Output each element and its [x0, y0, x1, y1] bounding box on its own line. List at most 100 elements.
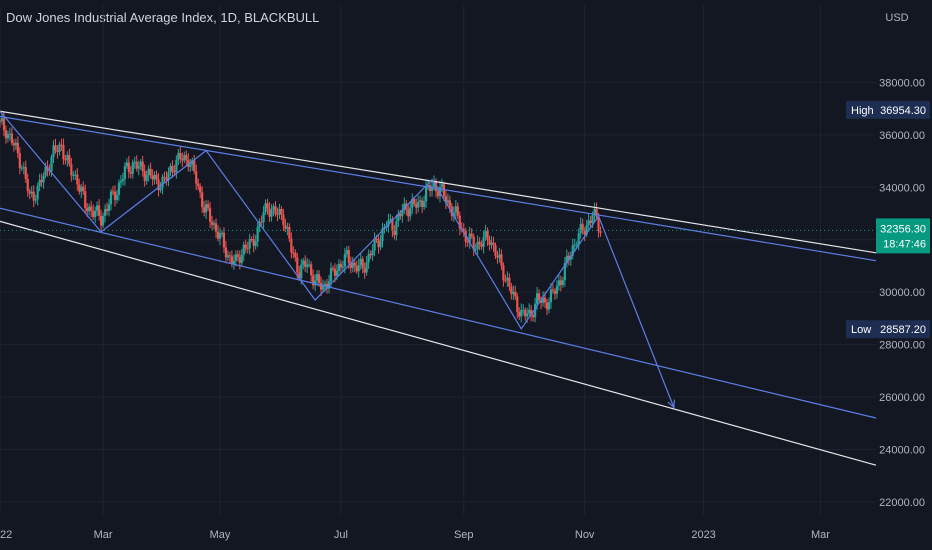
candle-body [195, 171, 198, 184]
candle-body [111, 191, 115, 193]
candle-body [175, 159, 178, 173]
candle-body [82, 186, 85, 192]
candle-body [121, 179, 124, 182]
candle-body [363, 268, 366, 273]
candle-body [524, 309, 527, 317]
candle-body [593, 208, 596, 216]
candle-body [201, 192, 204, 208]
low-badge-bg [846, 320, 930, 339]
candle-body [288, 226, 291, 239]
candle-body [167, 172, 170, 181]
candle-body [599, 231, 602, 233]
candle-body [76, 174, 79, 185]
candle-body [99, 215, 103, 226]
candle-body [244, 244, 247, 249]
candle-body [203, 207, 206, 213]
candle-body [526, 313, 529, 317]
candle-body [426, 185, 430, 187]
candle-body [302, 260, 305, 265]
x-tick-label: May [210, 529, 231, 541]
candle-body [97, 205, 101, 216]
candle-body [454, 206, 457, 213]
candle-body [417, 201, 420, 208]
candle-body [579, 223, 582, 234]
lower-channel-blue [0, 207, 877, 419]
candle-body [127, 162, 130, 172]
low-badge: Low 28587.20 [846, 320, 930, 339]
candle-body [145, 175, 148, 181]
candle-body [248, 239, 251, 249]
candle-body [502, 265, 505, 281]
candle-body [14, 142, 17, 146]
candle-body [516, 296, 519, 312]
candle-body [36, 186, 39, 200]
candle-body [171, 166, 174, 172]
candle-body [409, 207, 412, 217]
candle-body [446, 200, 450, 203]
candle-body [246, 248, 249, 250]
candle-body [286, 226, 289, 229]
candle-body [2, 118, 6, 131]
candle-body [276, 214, 279, 216]
candle-body [312, 275, 315, 286]
candle-body [381, 228, 384, 242]
candle-body [183, 155, 186, 161]
candle-body [157, 179, 160, 191]
candle-body [147, 168, 150, 176]
y-tick-label: 26000.00 [879, 392, 925, 404]
candle-body [294, 252, 297, 258]
candle-body [577, 233, 580, 245]
candle-body [361, 258, 364, 269]
candle-body [452, 212, 455, 217]
candle-body [70, 164, 73, 176]
candle-body [317, 274, 321, 284]
candle-body [66, 155, 69, 161]
candle-body [585, 225, 588, 235]
candle-body [234, 254, 237, 261]
chart-title: Dow Jones Industrial Average Index, 1D, … [6, 10, 320, 25]
candle-body [173, 171, 176, 173]
candle-body [488, 240, 491, 245]
candle-body [379, 241, 382, 248]
candle-body [218, 232, 222, 239]
candle-body [343, 254, 346, 267]
y-tick-label: 34000.00 [879, 182, 925, 194]
candle-body [189, 164, 192, 167]
countdown-value: 18:47:46 [883, 238, 926, 250]
candle-body [290, 238, 293, 253]
candle-body [153, 174, 156, 180]
candle-body [587, 220, 590, 226]
candle-body [549, 289, 553, 303]
candle-body [0, 118, 4, 122]
candle-body [484, 231, 487, 237]
candle-body [480, 244, 483, 247]
candle-body [543, 297, 547, 303]
candle-body [551, 289, 555, 291]
high-badge-value: 36954.30 [880, 105, 926, 117]
candle-body [298, 272, 301, 279]
candle-body [369, 253, 372, 256]
candle-body [282, 214, 285, 226]
candle-body [367, 253, 370, 263]
candle-body [252, 239, 255, 246]
candle-body [421, 200, 424, 207]
candle-body [476, 241, 479, 250]
candle-body [377, 239, 380, 248]
candle-body [565, 255, 568, 264]
candle-body [304, 260, 307, 267]
candle-body [256, 226, 259, 242]
grid-lines [0, 5, 876, 515]
candle-body [96, 205, 99, 211]
candle-body [466, 241, 469, 243]
y-axis: 22000.00 24000.00 26000.00 28000.00 30000.00… [879, 77, 925, 508]
candle-body [425, 186, 428, 202]
candle-body [589, 220, 592, 224]
candle-body [547, 302, 551, 310]
candle-body [159, 187, 162, 191]
x-tick-label: 2023 [691, 529, 715, 541]
candle-body [528, 309, 531, 314]
candle-body [448, 200, 451, 207]
candle-body [117, 182, 121, 195]
